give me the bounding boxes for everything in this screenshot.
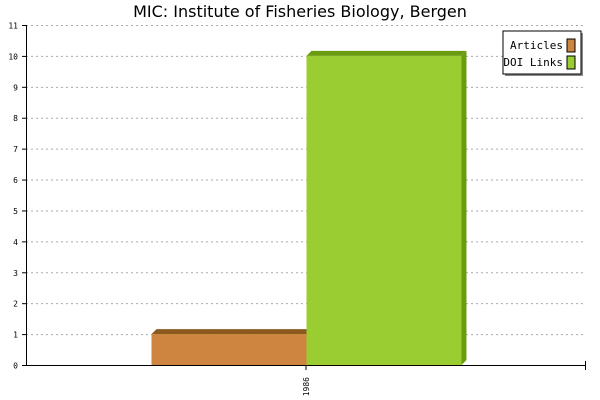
y-tick-label: 1	[13, 331, 18, 340]
x-tick-label: 1986	[302, 377, 311, 396]
y-tick-label: 0	[13, 362, 18, 371]
y-tick-label: 4	[13, 238, 18, 247]
y-tick-label: 2	[13, 300, 18, 309]
bar-side	[461, 50, 467, 366]
y-tick-label: 10	[8, 52, 18, 61]
bar-top	[151, 329, 312, 335]
y-tick-label: 9	[13, 83, 18, 92]
bar-front	[151, 334, 307, 365]
chart-title: MIC: Institute of Fisheries Biology, Ber…	[133, 2, 467, 21]
y-tick-label: 11	[8, 22, 18, 31]
y-axis-ticks: 0 1 2 3 4 5 6 7 8 9 10 11	[8, 22, 26, 371]
y-tick-label: 5	[13, 207, 18, 216]
legend-item: DOI Links	[503, 55, 576, 70]
legend: Articles DOI Links	[502, 30, 583, 76]
x-axis-ticks: 1986	[302, 365, 311, 396]
legend-swatch	[566, 38, 576, 53]
y-tick-label: 6	[13, 176, 18, 185]
legend-label: DOI Links	[503, 56, 563, 69]
axes	[22, 25, 586, 370]
y-tick-label: 8	[13, 114, 18, 123]
y-tick-label: 7	[13, 145, 18, 154]
legend-label: Articles	[510, 39, 563, 52]
bar-doi-links	[306, 50, 467, 366]
legend-swatch	[566, 55, 576, 70]
y-tick-label: 3	[13, 269, 18, 278]
bar-front	[306, 55, 462, 366]
grid-lines	[26, 25, 585, 336]
bar-top	[306, 50, 467, 56]
bar-articles	[151, 329, 312, 365]
bars	[151, 50, 467, 366]
legend-item: Articles	[510, 38, 576, 53]
